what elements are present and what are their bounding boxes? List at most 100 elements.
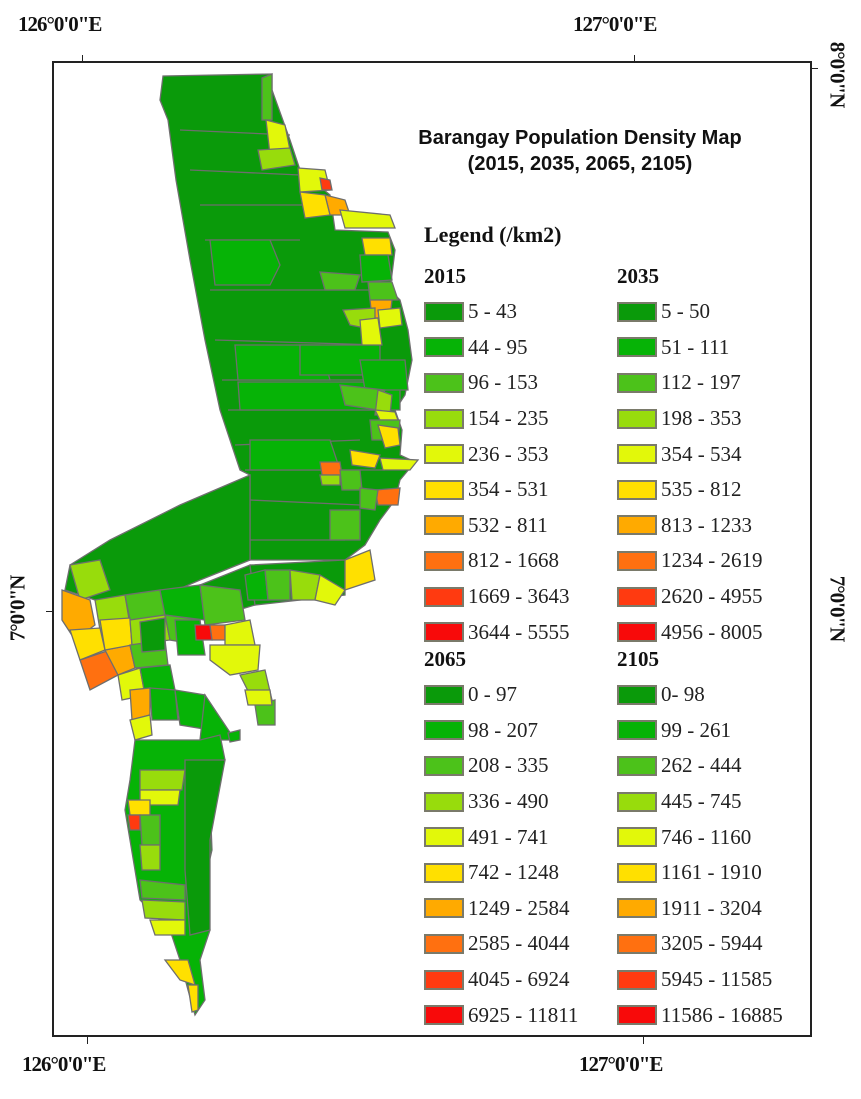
color-swatch xyxy=(617,1005,657,1026)
tick-right-8n xyxy=(811,68,818,69)
color-swatch xyxy=(424,550,464,571)
legend-item: 5945 - 11585 xyxy=(617,962,783,998)
color-swatch xyxy=(617,515,657,536)
legend-item: 746 - 1160 xyxy=(617,819,783,855)
legend-item-label: 6925 - 11811 xyxy=(468,1002,579,1027)
longitude-label-bottom-right: 127°0'0"E xyxy=(579,1052,663,1076)
legend-item: 3205 - 5944 xyxy=(617,926,783,962)
legend-item-label: 491 - 741 xyxy=(468,824,549,849)
legend-item-label: 99 - 261 xyxy=(661,717,731,742)
legend-item-label: 3644 - 5555 xyxy=(468,619,570,644)
legend-item-label: 1669 - 3643 xyxy=(468,584,570,609)
color-swatch xyxy=(617,444,657,465)
color-swatch xyxy=(617,755,657,776)
color-swatch xyxy=(424,827,464,848)
legend-item-label: 813 - 1233 xyxy=(661,512,752,537)
legend-group-2065: 2065 0 - 97 98 - 207 208 - 335 336 - 490 491… xyxy=(424,645,578,1033)
legend-item: 98 - 207 xyxy=(424,713,578,749)
legend-item: 11586 - 16885 xyxy=(617,997,783,1033)
legend-item: 112 - 197 xyxy=(617,365,763,401)
legend-item-label: 812 - 1668 xyxy=(468,548,559,573)
legend-item-label: 0- 98 xyxy=(661,682,705,707)
legend-items: 0- 98 99 - 261 262 - 444 445 - 745 746 - 116… xyxy=(617,677,783,1033)
legend-item: 2585 - 4044 xyxy=(424,926,578,962)
color-swatch xyxy=(424,791,464,812)
color-swatch xyxy=(424,372,464,393)
legend-item-label: 5 - 50 xyxy=(661,299,710,324)
map-title-line1: Barangay Population Density Map xyxy=(418,127,742,149)
map-title-line2: (2015, 2035, 2065, 2105) xyxy=(467,153,693,175)
color-swatch xyxy=(424,479,464,500)
legend-item-label: 354 - 531 xyxy=(468,477,549,502)
legend-item: 336 - 490 xyxy=(424,784,578,820)
legend-year: 2035 xyxy=(617,264,659,288)
legend-item-label: 11586 - 16885 xyxy=(661,1002,783,1027)
color-swatch xyxy=(617,791,657,812)
legend-item: 445 - 745 xyxy=(617,784,783,820)
color-swatch xyxy=(617,408,657,429)
legend-group-2105: 2105 0- 98 99 - 261 262 - 444 445 - 745 746 … xyxy=(617,645,783,1033)
color-swatch xyxy=(617,933,657,954)
color-swatch xyxy=(617,720,657,741)
tick-bottom-126 xyxy=(87,1037,88,1044)
color-swatch xyxy=(617,622,657,643)
legend-year: 2105 xyxy=(617,647,659,671)
color-swatch xyxy=(424,515,464,536)
map-title: Barangay Population Density Map (2015, 2… xyxy=(370,125,790,177)
legend-item-label: 445 - 745 xyxy=(661,789,742,814)
legend-items: 5 - 43 44 - 95 96 - 153 154 - 235 236 - 353 3… xyxy=(424,294,570,650)
color-swatch xyxy=(424,969,464,990)
legend-item: 262 - 444 xyxy=(617,748,783,784)
legend-item: 44 - 95 xyxy=(424,330,570,366)
color-swatch xyxy=(424,337,464,358)
color-swatch xyxy=(617,372,657,393)
color-swatch xyxy=(424,862,464,883)
color-swatch xyxy=(424,408,464,429)
legend-item-label: 336 - 490 xyxy=(468,789,549,814)
legend-item-label: 236 - 353 xyxy=(468,441,549,466)
legend-item-label: 1911 - 3204 xyxy=(661,895,762,920)
legend-item-label: 0 - 97 xyxy=(468,682,517,707)
legend-item-label: 154 - 235 xyxy=(468,406,549,431)
legend-item-label: 3205 - 5944 xyxy=(661,931,763,956)
color-swatch xyxy=(617,969,657,990)
legend-item-label: 98 - 207 xyxy=(468,717,538,742)
legend-item: 154 - 235 xyxy=(424,401,570,437)
legend-item-label: 535 - 812 xyxy=(661,477,742,502)
legend-item: 236 - 353 xyxy=(424,436,570,472)
legend-item: 535 - 812 xyxy=(617,472,763,508)
legend-item-label: 1161 - 1910 xyxy=(661,860,762,885)
legend-item-label: 742 - 1248 xyxy=(468,860,559,885)
legend-item: 208 - 335 xyxy=(424,748,578,784)
legend-item-label: 2620 - 4955 xyxy=(661,584,763,609)
legend-item: 813 - 1233 xyxy=(617,508,763,544)
legend-item-label: 1234 - 2619 xyxy=(661,548,763,573)
legend-item-label: 746 - 1160 xyxy=(661,824,752,849)
legend-item-label: 96 - 153 xyxy=(468,370,538,395)
color-swatch xyxy=(617,337,657,358)
legend-year: 2065 xyxy=(424,647,466,671)
legend-item-label: 5 - 43 xyxy=(468,299,517,324)
tick-bottom-127 xyxy=(643,1037,644,1044)
latitude-label-right-top: 8°0'0"N xyxy=(825,41,850,108)
legend-items: 0 - 97 98 - 207 208 - 335 336 - 490 491 - 74… xyxy=(424,677,578,1033)
latitude-label-left: 7°0'0"N xyxy=(5,575,30,642)
map-frame xyxy=(52,61,812,1037)
longitude-label-bottom-left: 126°0'0"E xyxy=(22,1052,106,1076)
color-swatch xyxy=(617,479,657,500)
color-swatch xyxy=(617,684,657,705)
color-swatch xyxy=(617,862,657,883)
legend-item-label: 4956 - 8005 xyxy=(661,619,763,644)
tick-top-126 xyxy=(82,55,83,62)
color-swatch xyxy=(617,586,657,607)
legend-item: 532 - 811 xyxy=(424,508,570,544)
legend-item: 0- 98 xyxy=(617,677,783,713)
legend-items: 5 - 50 51 - 111 112 - 197 198 - 353 354 - 53… xyxy=(617,294,763,650)
legend-item: 491 - 741 xyxy=(424,819,578,855)
legend-year: 2015 xyxy=(424,264,466,288)
legend-item-label: 5945 - 11585 xyxy=(661,967,773,992)
color-swatch xyxy=(424,933,464,954)
legend-item: 96 - 153 xyxy=(424,365,570,401)
legend-item-label: 198 - 353 xyxy=(661,406,742,431)
color-swatch xyxy=(424,720,464,741)
